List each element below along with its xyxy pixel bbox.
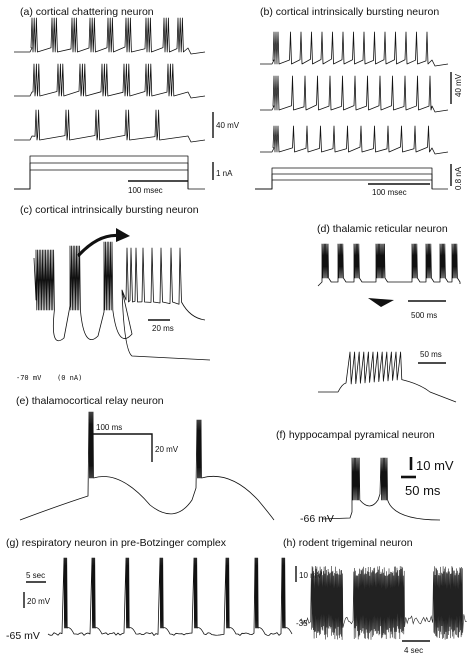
panel-f: (f) hyppocampal pyramical neuron 10 mV 5… [276, 429, 454, 525]
panel-a-time-label: 100 msec [128, 186, 163, 195]
panel-d-trace [317, 243, 461, 287]
panel-b: (b) cortical intrinsically bursting neur… [255, 6, 463, 197]
panel-h-voltage-label: 10 mV [299, 571, 323, 580]
panel-b-voltage-label: 40 mV [454, 73, 463, 97]
panel-f-trace [321, 457, 441, 521]
panel-e-time-label: 100 ms [96, 423, 122, 432]
panel-c-title: (c) cortical intrinsically bursting neur… [20, 204, 199, 216]
panel-b-trace-2 [260, 75, 449, 113]
panel-a-step-3 [14, 169, 189, 190]
panel-d-zoom-trace [318, 351, 457, 403]
panel-g: (g) respiratory neuron in pre-Botzinger … [6, 537, 293, 642]
panel-c-zoom-arrow [76, 233, 123, 258]
panel-a-trace-3 [14, 109, 206, 143]
panel-f-title: (f) hyppocampal pyramical neuron [276, 429, 435, 441]
panel-d-zoom-arrow [368, 298, 394, 307]
panel-a-title: (a) cortical chattering neuron [20, 6, 154, 18]
panel-d-title: (d) thalamic reticular neuron [317, 223, 448, 235]
panel-e: (e) thalamocortical relay neuron 100 ms … [16, 395, 275, 521]
panel-c-zoom-trace [121, 247, 206, 321]
panel-a-trace-2 [14, 63, 206, 99]
panel-b-trace-3 [260, 125, 449, 155]
panel-e-voltage-label: 20 mV [155, 445, 179, 454]
panel-a: (a) cortical chattering neuron 40 mV 1 n… [14, 6, 240, 195]
panel-e-scalebar [92, 433, 153, 462]
panel-g-rest-label: -65 mV [6, 630, 40, 642]
panel-a-voltage-label: 40 mV [216, 121, 240, 130]
panel-a-current-label: 1 nA [216, 169, 233, 178]
panel-g-voltage-label: 20 mV [27, 597, 51, 606]
panel-c-arrow-head [116, 228, 130, 242]
panel-d-time-label-2: 50 ms [420, 350, 442, 359]
panel-a-step-1 [14, 155, 205, 190]
panel-d-time-label-1: 500 ms [411, 311, 437, 320]
panel-g-trace [47, 557, 293, 636]
panel-d: (d) thalamic reticular neuron 500 ms 50 … [317, 223, 461, 403]
panel-h-title: (h) rodent trigeminal neuron [283, 537, 413, 549]
panel-c-time-label: 20 ms [152, 324, 174, 333]
panel-h-time-label: 4 sec [404, 646, 423, 655]
panel-f-rest-label: -66 mV [300, 513, 334, 525]
panel-b-step-1 [255, 167, 448, 190]
panel-b-step-2 [255, 173, 433, 190]
panel-f-time-label: 50 ms [405, 483, 441, 498]
panel-a-trace-1 [14, 17, 206, 55]
panel-g-time-label: 5 sec [26, 571, 45, 580]
panel-g-title: (g) respiratory neuron in pre-Botzinger … [6, 537, 227, 549]
panel-b-current-label: 0.8 nA [454, 166, 463, 190]
panel-h-trace [299, 566, 467, 640]
panel-c-trace [33, 241, 211, 361]
panel-b-step-3 [255, 179, 433, 190]
panel-c: (c) cortical intrinsically bursting neur… [16, 204, 211, 382]
panel-h: (h) rodent trigeminal neuron 10 mV -35 4… [283, 537, 467, 655]
panel-e-title: (e) thalamocortical relay neuron [16, 395, 164, 407]
panel-e-trace [19, 411, 275, 521]
panel-h-rest-label: -35 [296, 619, 308, 628]
panel-b-title: (b) cortical intrinsically bursting neur… [260, 6, 439, 18]
panel-c-current-label: (0 nA) [57, 374, 82, 382]
panel-b-trace-1 [260, 31, 449, 67]
panel-c-rest-label: -70 mV [16, 374, 42, 382]
panel-b-time-label: 100 msec [372, 188, 407, 197]
panel-f-voltage-label: 10 mV [416, 458, 454, 473]
